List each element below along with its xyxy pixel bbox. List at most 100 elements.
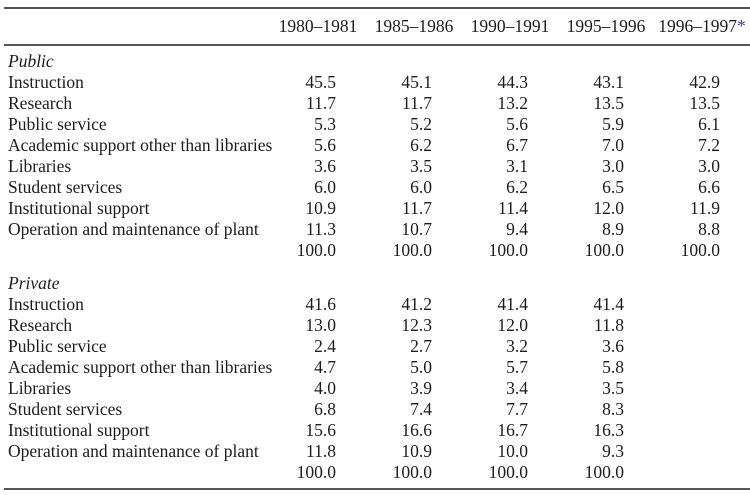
empty-cell (654, 45, 750, 72)
cell-value: 5.0 (410, 357, 432, 377)
row-label: Operation and maintenance of plant (8, 441, 259, 461)
cell-value: 11.7 (306, 93, 336, 113)
section-title-row: Private (4, 267, 750, 294)
cell-value: 13.5 (593, 93, 624, 113)
total-value: 100.0 (680, 240, 720, 260)
cell-value: 12.3 (401, 315, 432, 335)
row-label: Libraries (8, 156, 72, 176)
empty-cell (654, 267, 750, 294)
table-header: 1980–1981 1985–1986 1990–1991 1995–1996 … (4, 7, 750, 46)
row-label: Research (8, 93, 73, 113)
total-value: 100.0 (392, 462, 432, 482)
row-label: Academic support other than libraries (8, 135, 273, 155)
row-label: Instruction (8, 72, 84, 92)
cell-value: 13.5 (689, 93, 720, 113)
total-value: 100.0 (296, 240, 336, 260)
stub-header-cell (4, 7, 270, 46)
column-header-1990-1991: 1990–1991 (462, 7, 558, 46)
footnote-asterisk: * (737, 16, 746, 36)
expenditure-percentage-table: 1980–1981 1985–1986 1990–1991 1995–1996 … (4, 7, 750, 490)
cell-value: 8.3 (602, 399, 624, 419)
cell-value: 10.0 (497, 441, 528, 461)
column-header-label: 1995–1996 (566, 16, 646, 36)
cell-value: 11.8 (594, 315, 624, 335)
cell-value: 3.9 (410, 378, 432, 398)
table-row: Academic support other than libraries 4.7… (4, 357, 750, 378)
table-row: Research 11.7 11.7 13.2 13.5 13.5 (4, 93, 750, 114)
cell-value: 5.9 (602, 114, 624, 134)
table-row: Public service 2.4 2.7 3.2 3.6 (4, 336, 750, 357)
total-row: 100.0 100.0 100.0 100.0 100.0 (4, 240, 750, 261)
cell-value: 13.2 (497, 93, 528, 113)
cell-value: 5.2 (410, 114, 432, 134)
cell-value (654, 294, 750, 315)
total-value: 100.0 (392, 240, 432, 260)
cell-value: 44.3 (497, 72, 528, 92)
total-row-label (4, 240, 270, 261)
section-title: Private (8, 273, 60, 293)
cell-value: 11.9 (690, 198, 720, 218)
cell-value: 2.4 (314, 336, 336, 356)
section-title: Public (8, 51, 54, 71)
cell-value: 3.6 (314, 156, 336, 176)
total-row: 100.0 100.0 100.0 100.0 (4, 462, 750, 483)
cell-value (654, 420, 750, 441)
table-row: Student services 6.8 7.4 7.7 8.3 (4, 399, 750, 420)
table-body: Public Instruction 45.5 45.1 44.3 43.1 42.9 Res… (4, 45, 750, 489)
table-row: Research 13.0 12.3 12.0 11.8 (4, 315, 750, 336)
cell-value: 6.2 (410, 135, 432, 155)
cell-value: 7.4 (410, 399, 432, 419)
cell-value: 11.7 (402, 93, 432, 113)
cell-value: 7.7 (506, 399, 528, 419)
row-label: Libraries (8, 378, 72, 398)
cell-value: 3.0 (698, 156, 720, 176)
cell-value: 5.8 (602, 357, 624, 377)
table-row: Operation and maintenance of plant 11.8 10… (4, 441, 750, 462)
table-row: Instruction 45.5 45.1 44.3 43.1 42.9 (4, 72, 750, 93)
column-header-1980-1981: 1980–1981 (270, 7, 366, 46)
cell-value: 41.4 (497, 294, 528, 314)
cell-value: 3.6 (602, 336, 624, 356)
row-label: Research (8, 315, 73, 335)
cell-value: 16.3 (593, 420, 624, 440)
empty-cell (558, 45, 654, 72)
column-header-label: 1996–1997 (658, 16, 737, 36)
total-value: 100.0 (296, 462, 336, 482)
column-header-1985-1986: 1985–1986 (366, 7, 462, 46)
cell-value: 5.6 (506, 114, 528, 134)
empty-cell (558, 267, 654, 294)
total-row-label (4, 462, 270, 483)
row-label: Institutional support (8, 198, 150, 218)
row-label: Operation and maintenance of plant (8, 219, 259, 239)
empty-cell (270, 267, 366, 294)
cell-value: 6.7 (506, 135, 528, 155)
cell-value: 42.9 (689, 72, 720, 92)
cell-value: 4.7 (314, 357, 336, 377)
row-label: Public service (8, 336, 107, 356)
cell-value: 6.6 (698, 177, 720, 197)
empty-cell (462, 45, 558, 72)
column-header-1996-1997: 1996–1997* (654, 7, 750, 46)
cell-value: 7.0 (602, 135, 624, 155)
row-label: Institutional support (8, 420, 150, 440)
total-value: 100.0 (584, 240, 624, 260)
row-label: Instruction (8, 294, 84, 314)
cell-value (654, 357, 750, 378)
cell-value: 6.0 (410, 177, 432, 197)
cell-value: 8.9 (602, 219, 624, 239)
cell-value: 6.1 (698, 114, 720, 134)
row-label: Public service (8, 114, 107, 134)
total-value: 100.0 (488, 240, 528, 260)
section-title-row: Public (4, 45, 750, 72)
cell-value: 12.0 (593, 198, 624, 218)
cell-value (654, 315, 750, 336)
cell-value: 10.9 (401, 441, 432, 461)
cell-value: 5.6 (314, 135, 336, 155)
cell-value: 13.0 (305, 315, 336, 335)
cell-value: 6.8 (314, 399, 336, 419)
table-row: Institutional support 10.9 11.7 11.4 12.0 11.… (4, 198, 750, 219)
cell-value: 5.7 (506, 357, 528, 377)
cell-value: 8.8 (698, 219, 720, 239)
empty-cell (366, 45, 462, 72)
